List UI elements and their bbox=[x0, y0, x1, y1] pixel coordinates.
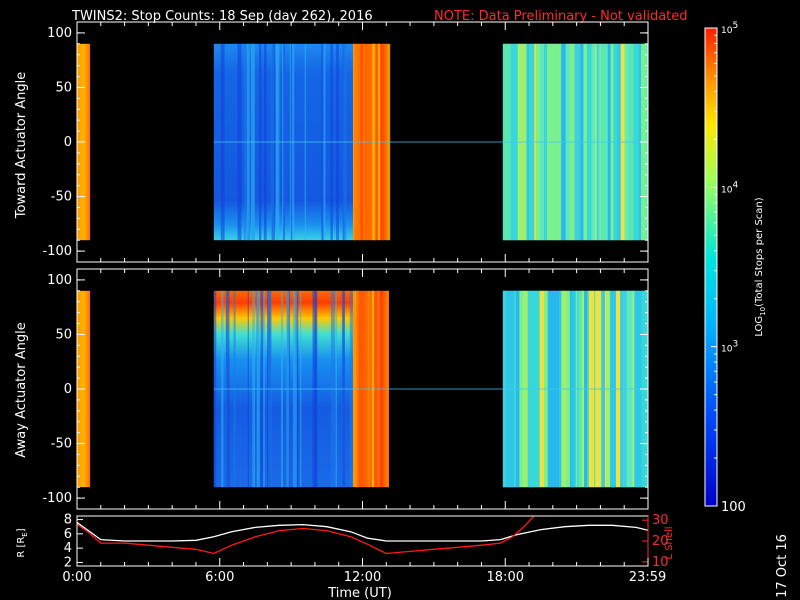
y-tick-label: 2 bbox=[64, 555, 72, 570]
away-angle-panel: 100 50 0 -50 -100 bbox=[42, 268, 649, 510]
y-tick-label: 100 bbox=[47, 273, 72, 288]
x-tick-label: 6:00 bbox=[205, 570, 234, 585]
colorbar-tick-label: 105 bbox=[721, 21, 738, 36]
colorbar-tick-label: 104 bbox=[721, 180, 738, 195]
colorbar-tick-label: 100 bbox=[721, 500, 746, 515]
y-tick-label: -100 bbox=[42, 244, 72, 259]
x-tick-label: 23:59 bbox=[629, 570, 666, 585]
toward-angle-panel: 100 50 0 -50 -100 bbox=[42, 21, 649, 263]
y-tick-label: -50 bbox=[51, 190, 72, 205]
away-angle-ylabel: Away Actuator Angle bbox=[14, 322, 29, 457]
y2-tick-label: 20 bbox=[652, 534, 669, 549]
y-tick-label: 100 bbox=[47, 26, 72, 41]
y2-tick-label: 10 bbox=[652, 555, 669, 570]
radius-line bbox=[77, 521, 648, 542]
chart-title: TWINS2: Stop Counts: 18 Sep (day 262), 2… bbox=[71, 9, 373, 24]
y-tick-label: 50 bbox=[55, 80, 72, 95]
y-tick-label: 4 bbox=[64, 541, 72, 556]
y-tick-label: 50 bbox=[55, 327, 72, 342]
y-tick-label: 0 bbox=[64, 382, 72, 397]
toward-angle-ylabel: Toward Actuator Angle bbox=[14, 72, 29, 219]
time-xlabel: Time (UT) bbox=[327, 586, 392, 600]
x-tick-label: 12:00 bbox=[344, 570, 381, 585]
x-tick-label: 0:00 bbox=[62, 570, 91, 585]
preliminary-note: NOTE: Data Preliminary - Not validated bbox=[434, 9, 688, 24]
y-tick-label: -50 bbox=[51, 437, 72, 452]
y-tick-label: -100 bbox=[42, 491, 72, 506]
date-stamp: 17 Oct 16 bbox=[775, 534, 790, 598]
y-tick-label: 8 bbox=[64, 513, 72, 528]
x-tick-label: 18:00 bbox=[487, 570, 524, 585]
colorbar-tick-label: 103 bbox=[721, 340, 738, 355]
colorbar: 105 104 103 100 bbox=[704, 21, 746, 515]
y-tick-label: 0 bbox=[64, 135, 72, 150]
colorbar-label: LOG10(Total Stops per Scan) bbox=[754, 197, 767, 336]
lshell-ylabel: L Shell bbox=[664, 526, 675, 559]
y-tick-label: 6 bbox=[64, 527, 72, 542]
y2-tick-label: 30 bbox=[652, 513, 669, 528]
radius-ylabel: R [RE] bbox=[16, 528, 29, 557]
lshell-line bbox=[77, 516, 535, 555]
colorbar-gradient bbox=[705, 28, 717, 506]
